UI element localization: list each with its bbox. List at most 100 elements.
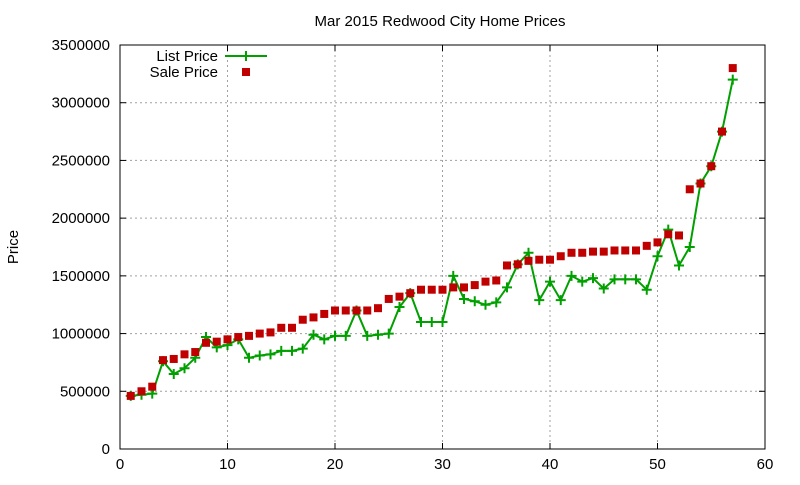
- sale-price-point: [395, 292, 404, 301]
- sale-price-point: [245, 331, 253, 340]
- sale-price-point: [223, 335, 232, 344]
- list-price-point: [330, 330, 340, 341]
- sale-price-point: [707, 162, 716, 171]
- sale-price-point: [492, 276, 501, 285]
- list-price-point: [652, 251, 663, 262]
- list-price-point: [684, 242, 695, 252]
- sale-price-point: [632, 246, 640, 255]
- list-price-point: [641, 284, 652, 295]
- sale-price-point: [363, 306, 372, 315]
- list-price-point: [168, 368, 179, 379]
- y-tick-label: 500000: [60, 383, 110, 400]
- sale-price-point: [513, 260, 522, 269]
- list-price-point: [566, 270, 577, 281]
- sale-price-point: [277, 323, 286, 332]
- sale-price-point: [653, 238, 662, 247]
- list-price-point: [674, 260, 684, 271]
- sale-price-point: [374, 304, 382, 313]
- list-price-line: [130, 79, 734, 397]
- sale-price-point: [341, 306, 350, 315]
- list-price-point: [426, 317, 437, 328]
- list-price-point: [437, 317, 448, 328]
- list-price-point: [523, 247, 534, 258]
- list-price-point: [448, 270, 459, 281]
- y-tick-label: 1500000: [52, 268, 110, 285]
- sale-price-point: [578, 248, 587, 257]
- list-price-point: [588, 273, 598, 284]
- sale-price-point: [675, 231, 683, 240]
- x-tick-label: 0: [116, 456, 124, 473]
- list-price-point: [459, 293, 469, 304]
- sale-price-point: [417, 285, 425, 294]
- sale-price-point: [535, 255, 544, 264]
- sale-price-point: [352, 306, 361, 315]
- sale-price-point: [148, 382, 157, 391]
- list-price-point: [373, 329, 383, 340]
- legend-label-sale-price: Sale Price: [150, 64, 218, 81]
- sale-price-point: [610, 246, 619, 255]
- sale-price-point: [524, 256, 533, 265]
- sale-price-point: [298, 315, 307, 324]
- list-price-point: [287, 345, 297, 356]
- sale-price-point: [696, 179, 705, 188]
- sale-price-point: [202, 338, 210, 347]
- sale-price-point: [567, 248, 576, 257]
- list-price-point: [416, 317, 426, 328]
- sale-price-point: [384, 294, 393, 303]
- grid-layer: [120, 45, 765, 449]
- x-tick-label: 20: [327, 456, 344, 473]
- sale-price-point: [460, 283, 468, 292]
- list-price-point: [254, 350, 265, 361]
- list-price-point: [491, 297, 502, 308]
- legend-plus-marker: [241, 51, 251, 61]
- list-price-point: [340, 330, 351, 341]
- list-price-point: [480, 299, 491, 310]
- series-sale-price: [126, 64, 737, 400]
- list-price-point: [631, 274, 641, 285]
- list-price-point: [276, 345, 287, 356]
- list-price-point: [244, 352, 254, 363]
- sale-price-point: [137, 387, 146, 396]
- list-price-point: [469, 296, 480, 307]
- sale-price-point: [288, 323, 296, 332]
- sale-price-point: [546, 255, 554, 264]
- sale-price-point: [191, 348, 200, 357]
- list-price-point: [534, 295, 545, 306]
- sale-price-point: [449, 283, 458, 292]
- list-price-point: [308, 329, 319, 340]
- chart-title: Mar 2015 Redwood City Home Prices: [315, 13, 566, 30]
- sale-price-point: [159, 356, 167, 365]
- list-price-point: [609, 274, 620, 285]
- list-price-point: [598, 283, 609, 294]
- list-price-point: [577, 276, 588, 287]
- list-price-point: [394, 302, 405, 313]
- y-tick-label: 2500000: [52, 152, 110, 169]
- tick-layer: 0 10 20 30 40 50 60 0 500000 1000000 1500000 200000…: [52, 37, 774, 473]
- x-tick-label: 60: [757, 456, 774, 473]
- series-layer: [125, 64, 738, 401]
- y-tick-label: 3500000: [52, 37, 110, 54]
- y-tick-label: 3000000: [52, 95, 110, 112]
- sale-price-point: [589, 247, 597, 256]
- sale-price-point: [331, 306, 339, 315]
- sale-price-point: [266, 328, 275, 337]
- sale-price-point: [212, 337, 221, 346]
- sale-price-point: [438, 285, 447, 294]
- list-price-point: [383, 328, 394, 339]
- sale-price-point: [309, 313, 318, 322]
- list-price-point: [319, 334, 330, 345]
- sale-price-point: [718, 127, 726, 136]
- sale-price-point: [481, 277, 490, 286]
- list-price-point: [502, 282, 512, 293]
- y-axis-label: Price: [5, 230, 22, 264]
- list-price-point: [555, 295, 566, 306]
- sale-price-point: [503, 261, 511, 270]
- list-price-point: [545, 276, 555, 287]
- sale-price-point: [728, 64, 737, 73]
- y-tick-label: 2000000: [52, 210, 110, 227]
- legend-square-marker: [242, 68, 250, 76]
- sale-price-point: [470, 281, 479, 290]
- series-list-price: [125, 74, 738, 401]
